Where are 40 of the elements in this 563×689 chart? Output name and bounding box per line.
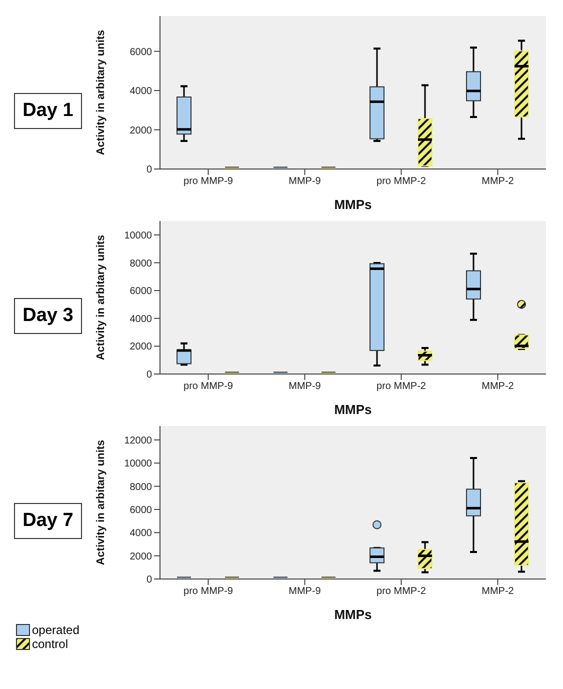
x-tick-label: MMP-2 xyxy=(482,586,514,598)
x-tick-label: MMP-9 xyxy=(288,176,322,188)
y-tick-label: 6000 xyxy=(130,505,152,516)
x-tick-label: pro MMP-2 xyxy=(376,176,426,188)
y-tick-label: 0 xyxy=(146,370,152,381)
x-tick-label: MMP-2 xyxy=(482,381,514,392)
y-tick-label: 8000 xyxy=(130,258,152,270)
text: Day 3 xyxy=(14,298,82,334)
x-tick-label: pro MMP-9 xyxy=(184,586,234,598)
text: Day 7 xyxy=(14,502,82,538)
y-axis-title: Activity in arbitary units xyxy=(94,234,107,360)
y-tick-label: 4000 xyxy=(130,528,152,540)
text: Day 1 xyxy=(14,92,82,128)
x-tick-label: pro MMP-2 xyxy=(376,381,426,392)
y-tick-label: 0 xyxy=(146,164,152,176)
x-axis-title: MMPs xyxy=(334,607,372,622)
legend-label: operated xyxy=(32,623,80,637)
y-tick-label: 0 xyxy=(146,574,152,586)
x-tick-label: MMP-9 xyxy=(288,586,322,598)
y-tick-label: 2000 xyxy=(130,125,152,136)
y-tick-label: 8000 xyxy=(130,482,152,493)
x-tick-label: MMP-9 xyxy=(288,381,322,392)
x-tick-label: MMP-2 xyxy=(482,176,514,188)
y-tick-label: 6000 xyxy=(130,286,152,298)
y-axis-title: Activity in arbitary units xyxy=(94,440,107,566)
x-tick-label: pro MMP-2 xyxy=(376,586,426,598)
y-tick-label: 10000 xyxy=(124,458,152,470)
y-tick-label: 4000 xyxy=(130,86,152,98)
y-axis-title: Activity in arbitary units xyxy=(94,30,107,156)
y-tick-label: 10000 xyxy=(124,230,152,242)
x-axis-title: MMPs xyxy=(334,197,372,212)
y-tick-label: 2000 xyxy=(130,342,152,353)
y-tick-label: 2000 xyxy=(130,551,152,562)
x-axis-title: MMPs xyxy=(334,402,372,417)
y-tick-label: 6000 xyxy=(130,46,152,58)
y-tick-label: 12000 xyxy=(124,435,152,446)
y-tick-label: 4000 xyxy=(130,314,152,325)
x-tick-label: pro MMP-9 xyxy=(184,176,234,188)
legend-label: control xyxy=(32,637,68,651)
x-tick-label: pro MMP-9 xyxy=(184,381,234,392)
